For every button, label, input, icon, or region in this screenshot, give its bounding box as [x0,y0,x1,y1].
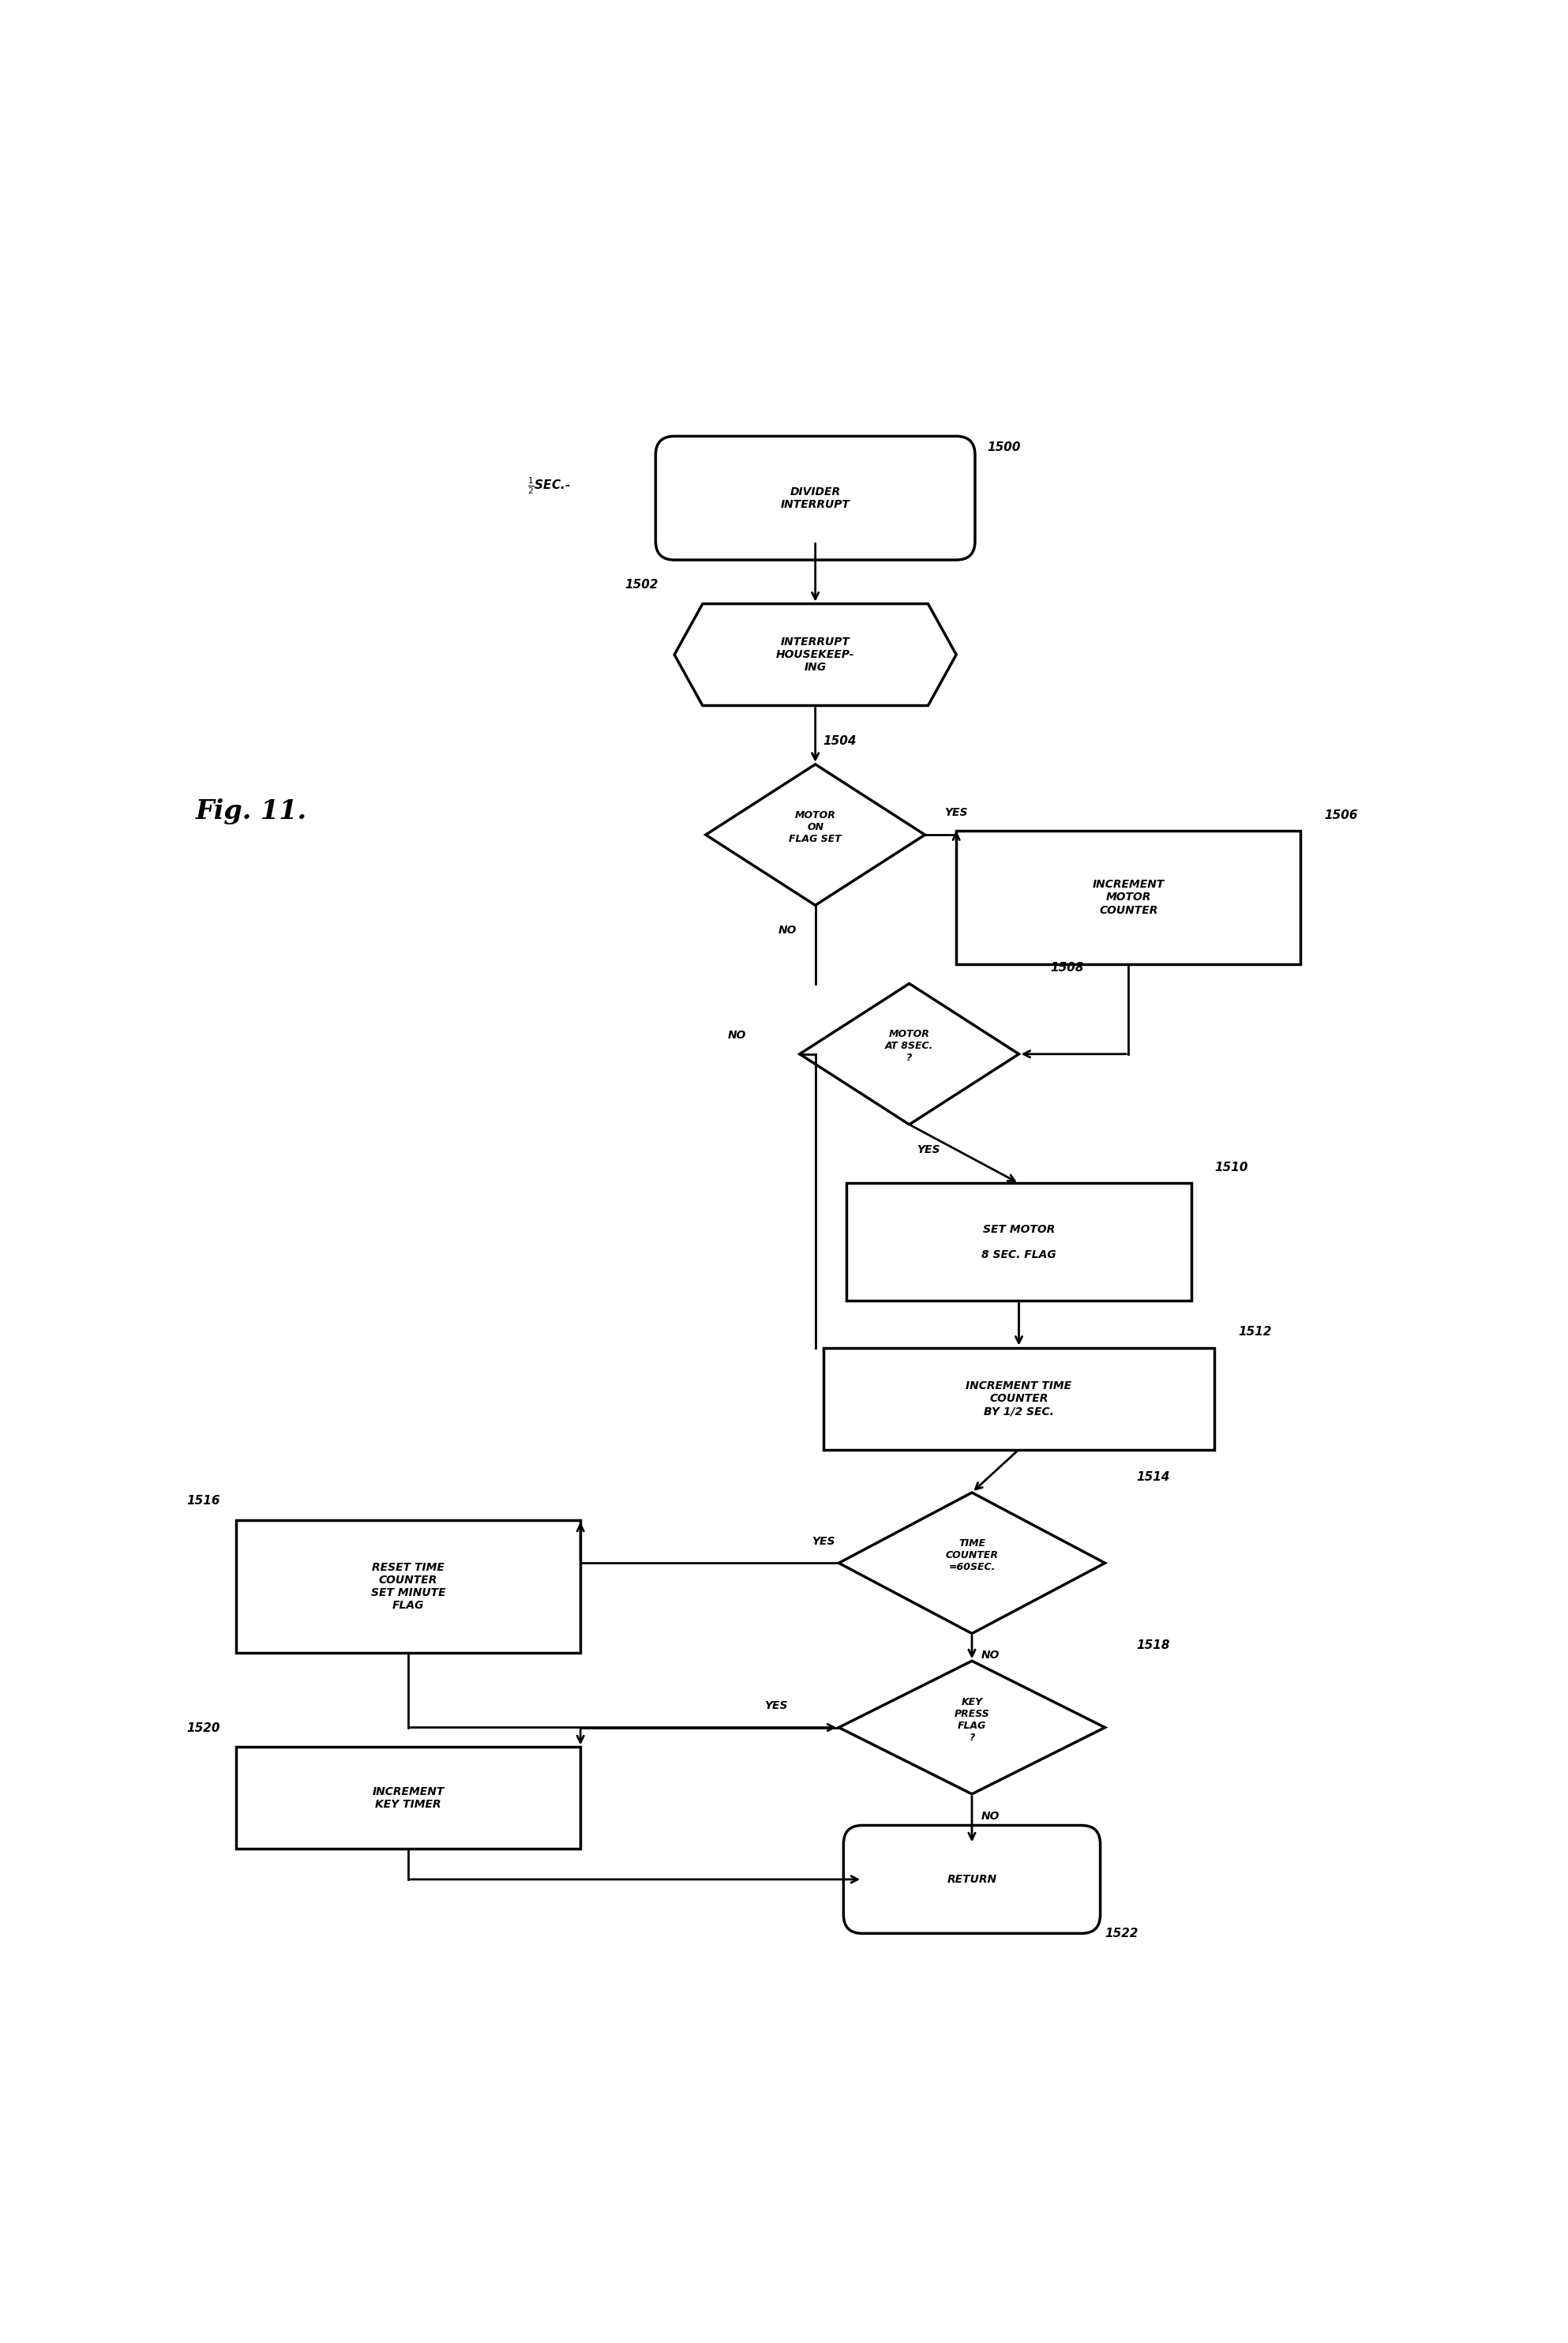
Bar [956,832,1301,963]
Polygon shape [706,764,925,904]
Text: TIME
COUNTER
=60SEC.: TIME COUNTER =60SEC. [946,1539,999,1572]
Text: 1506: 1506 [1325,808,1358,820]
Text: SET MOTOR

8 SEC. FLAG: SET MOTOR 8 SEC. FLAG [982,1223,1057,1261]
Bar [235,1521,580,1654]
Text: NO: NO [728,1029,746,1040]
Text: NO: NO [982,1811,1000,1821]
Text: RESET TIME
COUNTER
SET MINUTE
FLAG: RESET TIME COUNTER SET MINUTE FLAG [372,1563,445,1612]
Text: INCREMENT
MOTOR
COUNTER: INCREMENT MOTOR COUNTER [1093,879,1165,916]
Text: 1500: 1500 [988,440,1021,452]
Text: $\frac{1}{2}$SEC.-: $\frac{1}{2}$SEC.- [527,476,571,497]
Text: YES: YES [765,1701,787,1710]
Polygon shape [839,1492,1105,1633]
Bar [847,1183,1192,1300]
Text: 1520: 1520 [187,1722,221,1734]
Text: INTERRUPT
HOUSEKEEP-
ING: INTERRUPT HOUSEKEEP- ING [776,637,855,672]
Text: 1504: 1504 [823,736,856,747]
Text: NO: NO [982,1649,1000,1661]
Text: DIVIDER
INTERRUPT: DIVIDER INTERRUPT [781,485,850,511]
Text: INCREMENT TIME
COUNTER
BY 1/2 SEC.: INCREMENT TIME COUNTER BY 1/2 SEC. [966,1380,1073,1418]
Text: INCREMENT
KEY TIMER: INCREMENT KEY TIMER [372,1785,444,1809]
Bar [823,1347,1215,1450]
Text: 1522: 1522 [1105,1928,1138,1940]
Text: 1514: 1514 [1137,1471,1170,1483]
FancyBboxPatch shape [844,1825,1101,1933]
Polygon shape [674,604,956,705]
Polygon shape [839,1661,1105,1795]
Text: MOTOR
ON
FLAG SET: MOTOR ON FLAG SET [789,811,842,843]
Bar [235,1748,580,1849]
Text: 1516: 1516 [187,1495,221,1507]
Text: YES: YES [916,1143,939,1155]
Text: YES: YES [944,808,967,818]
Text: KEY
PRESS
FLAG
?: KEY PRESS FLAG ? [955,1696,989,1743]
Text: MOTOR
AT 8SEC.
?: MOTOR AT 8SEC. ? [884,1029,933,1064]
FancyBboxPatch shape [655,436,975,560]
Text: Fig. 11.: Fig. 11. [196,799,307,825]
Text: YES: YES [812,1535,834,1546]
Text: 1512: 1512 [1239,1326,1272,1338]
Text: 1502: 1502 [626,579,659,590]
Text: 1510: 1510 [1215,1162,1248,1174]
Text: NO: NO [778,925,797,935]
Text: RETURN: RETURN [947,1874,997,1884]
Text: 1508: 1508 [1051,963,1083,975]
Polygon shape [800,984,1019,1125]
Text: 1518: 1518 [1137,1640,1170,1652]
